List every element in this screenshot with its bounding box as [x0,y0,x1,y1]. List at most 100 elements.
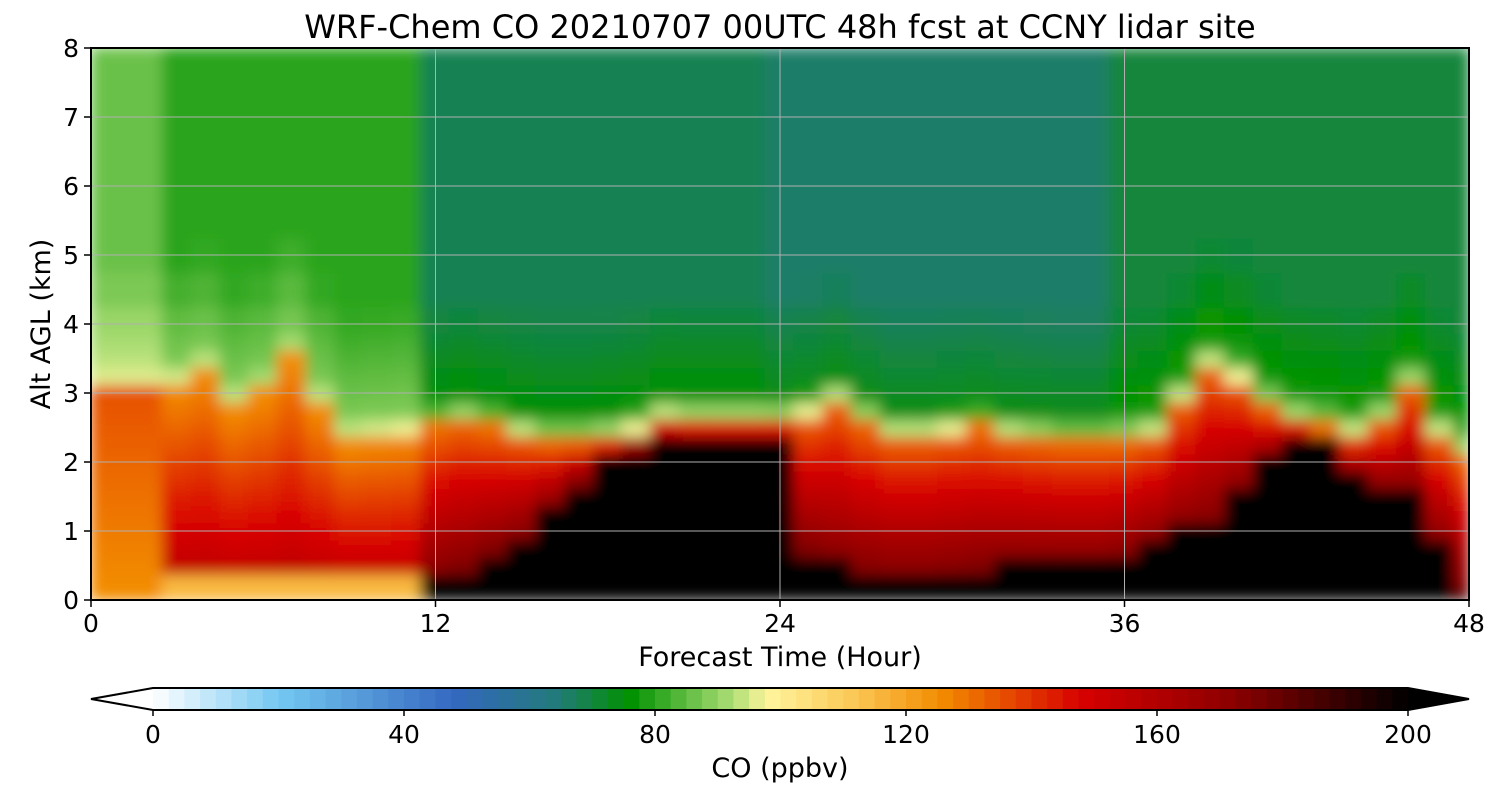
colorbar-swatch [404,688,421,710]
co-field-cell [850,48,882,67]
colorbar-tick-label: 80 [639,720,671,749]
co-field-cell [334,469,365,489]
co-field-cell [1367,417,1399,438]
co-field-cell [649,331,681,351]
co-field-cell [936,486,968,507]
co-field-cell [908,271,939,308]
co-field-cell [1080,573,1112,593]
co-field-cell [1223,469,1255,489]
co-field-cell [1281,202,1313,239]
co-field-cell [91,504,107,524]
co-field-cell [1281,64,1313,101]
co-field-cell [621,538,652,558]
co-field-cell [477,366,509,386]
co-field-cell [506,469,537,489]
colorbar-swatch [341,688,358,710]
co-field-cell [448,400,480,420]
co-field-cell [735,64,767,101]
co-field-cell [305,305,337,334]
co-field-cell [649,202,681,239]
co-field-cell [994,590,1026,600]
co-field-cell [1080,417,1112,438]
co-field-cell [822,331,853,351]
co-field-cell [822,538,853,558]
co-field-cell [219,64,250,101]
co-field-cell [1453,48,1469,67]
co-field-cell [104,417,136,438]
co-field-cell [1310,48,1341,67]
co-field-cell [190,331,222,351]
co-field-cell [1338,305,1370,334]
colorbar-swatch [906,688,923,710]
co-field-cell [793,305,825,334]
colorbar-swatch [874,688,891,710]
co-field-cell [850,538,882,558]
co-field-cell [305,504,337,524]
co-field-cell [1080,305,1112,334]
co-field-cell [161,366,193,386]
co-field-cell [965,400,997,420]
colorbar-swatch [1062,688,1080,710]
co-field-cell [908,538,939,558]
co-field-cell [1396,417,1427,438]
co-field-cell [649,64,681,101]
colorbar-swatch [1094,688,1111,710]
co-field-cell [391,400,423,420]
co-field-cell [534,48,566,67]
co-field-cell [1367,504,1399,524]
co-field-cell [104,64,136,101]
co-field-cell [190,48,222,67]
colorbar-swatch [639,688,656,710]
co-field-cell [1137,469,1169,489]
co-field-cell [133,348,164,369]
co-field-cell [1023,48,1054,67]
co-field-cell [1252,504,1284,524]
co-field-cell [362,573,394,593]
co-field-cell [908,400,939,420]
co-field-cell [822,435,853,455]
colorbar-swatch [655,688,672,710]
co-field-cell [448,435,480,455]
colorbar-swatch [1188,688,1205,710]
co-field-cell [1023,590,1054,600]
co-field-cell [1453,366,1469,386]
co-field-cell [1223,305,1255,334]
co-field-cell [534,305,566,334]
colorbar-swatch [607,688,625,710]
co-field-cell [362,504,394,524]
co-field-cell [707,305,738,334]
co-field-cell [161,202,193,239]
co-field-cell [678,555,710,576]
colorbar-swatch [749,688,766,710]
co-field-cell [391,555,423,576]
co-field-cell [362,331,394,351]
co-field-cell [276,202,308,239]
co-field-cell [1166,538,1198,558]
co-field-cell [305,348,337,369]
co-field-cell [1310,435,1341,455]
co-field-cell [334,504,365,524]
co-field-cell [649,555,681,576]
co-field-cell [850,400,882,420]
co-field-cell [1310,331,1341,351]
co-field-cell [1310,271,1341,308]
co-field-cell [1281,48,1313,67]
co-field-cell [334,573,365,593]
co-field-cell [161,305,193,334]
colorbar-swatch [733,688,750,710]
colorbar-swatch [1235,688,1252,710]
co-field-cell [994,305,1026,334]
co-field-cell [1453,486,1469,507]
co-field-cell [936,590,968,600]
co-field-cell [534,400,566,420]
co-field-cell [305,202,337,239]
co-field-cell [1424,271,1456,308]
co-field-cell [1137,305,1169,334]
co-field-cell [908,417,939,438]
colorbar-swatch [529,688,546,710]
co-field-cell [247,400,279,420]
co-field-cell [391,590,423,600]
co-field-cell [247,555,279,576]
co-field-cell [133,435,164,455]
co-field-cell [1252,590,1284,600]
